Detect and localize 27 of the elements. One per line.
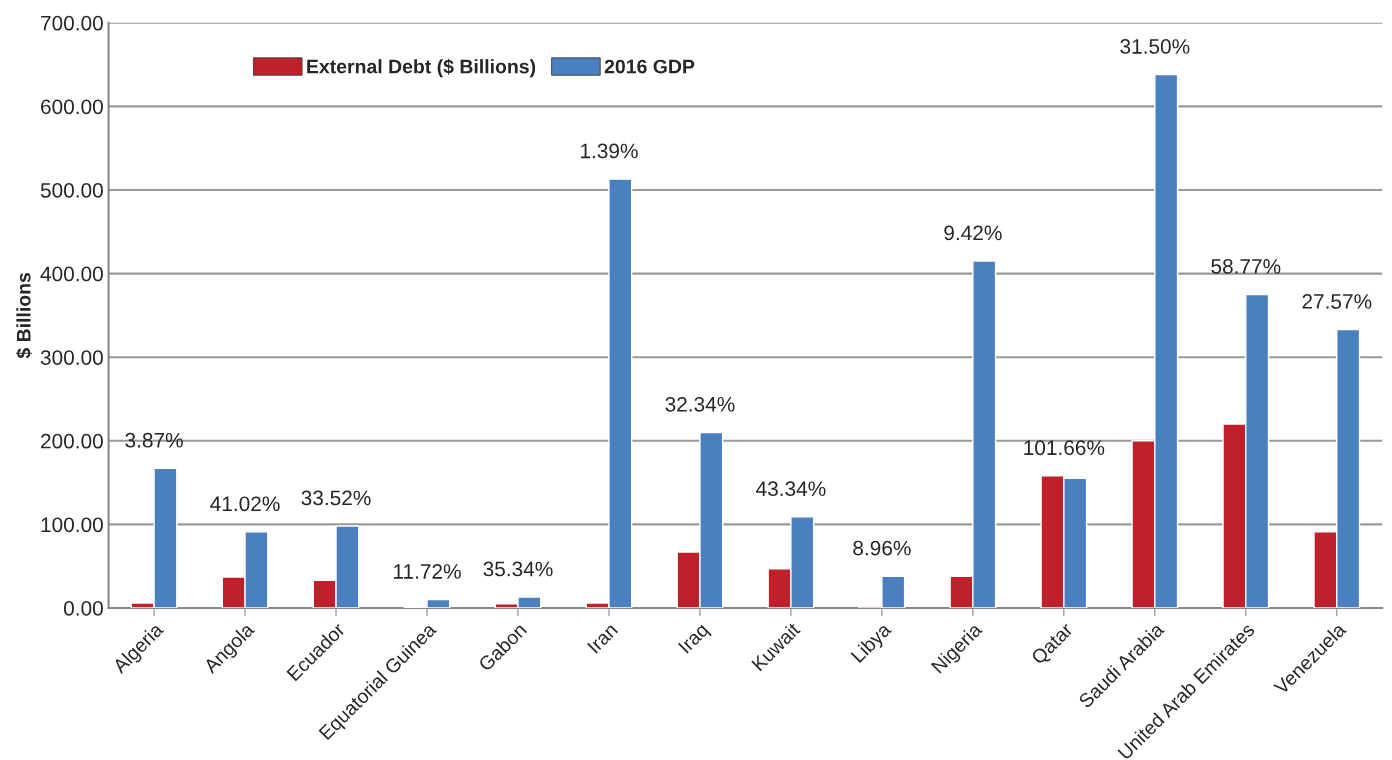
legend-label: External Debt ($ Billions) [307,58,536,78]
y-tick-label: 300.00 [40,350,103,365]
y-tick-label: 400.00 [40,266,103,282]
annotation: 8.96% [853,540,911,556]
annotation: 35.34% [483,561,553,577]
annotation: 9.42% [944,225,1002,241]
y-tick-label: 0.00 [63,601,103,616]
annotation: 1.39% [581,143,638,159]
annotation: 41.02% [210,496,280,512]
y-tick-label: 100.00 [41,517,103,533]
annotation: 32.34% [665,396,735,412]
y-tick-label: 200.00 [41,433,103,449]
y-axis-title: $ Billions [15,272,32,359]
y-tick-label: 600.00 [41,99,103,115]
annotation: 31.50% [1120,39,1190,54]
legend-label: 2016 GDP [604,59,695,74]
annotation: 43.34% [756,481,826,497]
annotation: 11.72% [394,564,461,579]
x-tick-label: Iraq [678,622,712,657]
annotation: 58.77% [1211,258,1281,274]
y-tick-label: 500.00 [40,183,103,198]
y-tick-label: 700.00 [41,15,103,31]
annotation: 27.57% [1302,294,1372,309]
x-tick-label: Iran [587,622,619,654]
annotation: 101.66% [1024,440,1105,456]
annotation: 3.87% [125,432,183,448]
annotation: 33.52% [301,490,371,506]
